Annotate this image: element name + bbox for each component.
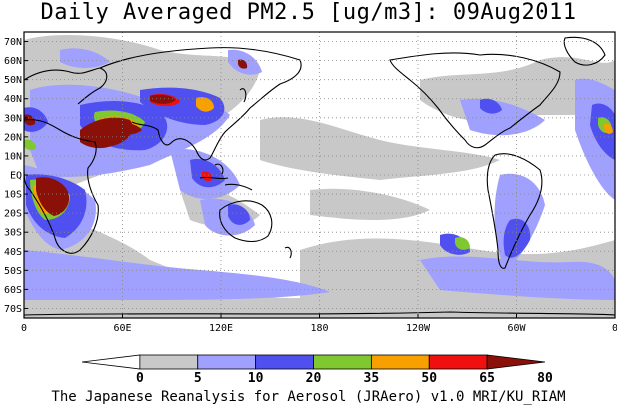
colorbar-swatch [197, 354, 257, 370]
colorbar-swatch [486, 354, 546, 370]
lat-label: 10N [4, 151, 22, 162]
lat-label: EQ [10, 171, 22, 182]
lon-label: 0 [21, 323, 27, 334]
lon-label: 60E [113, 323, 131, 334]
lat-label: 10S [4, 190, 22, 201]
lon-label: 120E [209, 323, 233, 334]
pm25-level-over-80 [24, 59, 248, 216]
colorbar: 0 5 10 20 35 50 65 80 [81, 354, 553, 386]
colorbar-level-label: 5 [194, 371, 202, 386]
colorbar-level-label: 50 [421, 371, 437, 386]
colorbar-level-label: 80 [537, 371, 553, 386]
longitude-labels: 0 60E 120E 180 120W 60W 0 [21, 314, 617, 334]
lat-label: 60S [4, 285, 22, 296]
lon-label: 120W [406, 323, 431, 334]
lat-label: 50S [4, 266, 22, 277]
lat-label: 50N [4, 75, 22, 86]
colorbar-swatch [428, 354, 488, 370]
colorbar-swatch [139, 354, 199, 370]
lat-label: 40S [4, 247, 22, 258]
colorbar-swatch [255, 354, 314, 370]
lon-label: 180 [310, 323, 328, 334]
lat-label: 20S [4, 209, 22, 220]
colorbar-level-label: 10 [248, 371, 264, 386]
data-source-credit: The Japanese Reanalysis for Aerosol (JRA… [51, 389, 566, 405]
gridlines [24, 32, 615, 318]
colorbar-level-label: 0 [136, 371, 144, 386]
colorbar-swatch [370, 354, 430, 370]
colorbar-level-label: 65 [479, 371, 495, 386]
colorbar-level-label: 35 [364, 371, 380, 386]
colorbar-swatch [313, 354, 372, 370]
lat-label: 30S [4, 228, 22, 239]
map-title: Daily Averaged PM2.5 [ug/m3]: 09Aug2011 [40, 0, 577, 25]
colorbar-level-label: 20 [306, 371, 322, 386]
lat-label: 40N [4, 94, 22, 105]
lon-label: 0 [612, 323, 617, 334]
pm25-field [24, 35, 615, 318]
lat-label: 70S [4, 304, 22, 315]
lat-label: 60N [4, 56, 22, 67]
lat-label: 20N [4, 132, 22, 143]
lat-label: 70N [4, 37, 22, 48]
colorbar-swatch [81, 354, 141, 370]
lon-label: 60W [507, 323, 526, 334]
latitude-labels: 70N 60N 50N 40N 30N 20N 10N EQ 10S 20S 30S 40S 50S 60… [4, 37, 28, 315]
coastlines [24, 36, 615, 316]
lat-label: 30N [4, 113, 22, 124]
